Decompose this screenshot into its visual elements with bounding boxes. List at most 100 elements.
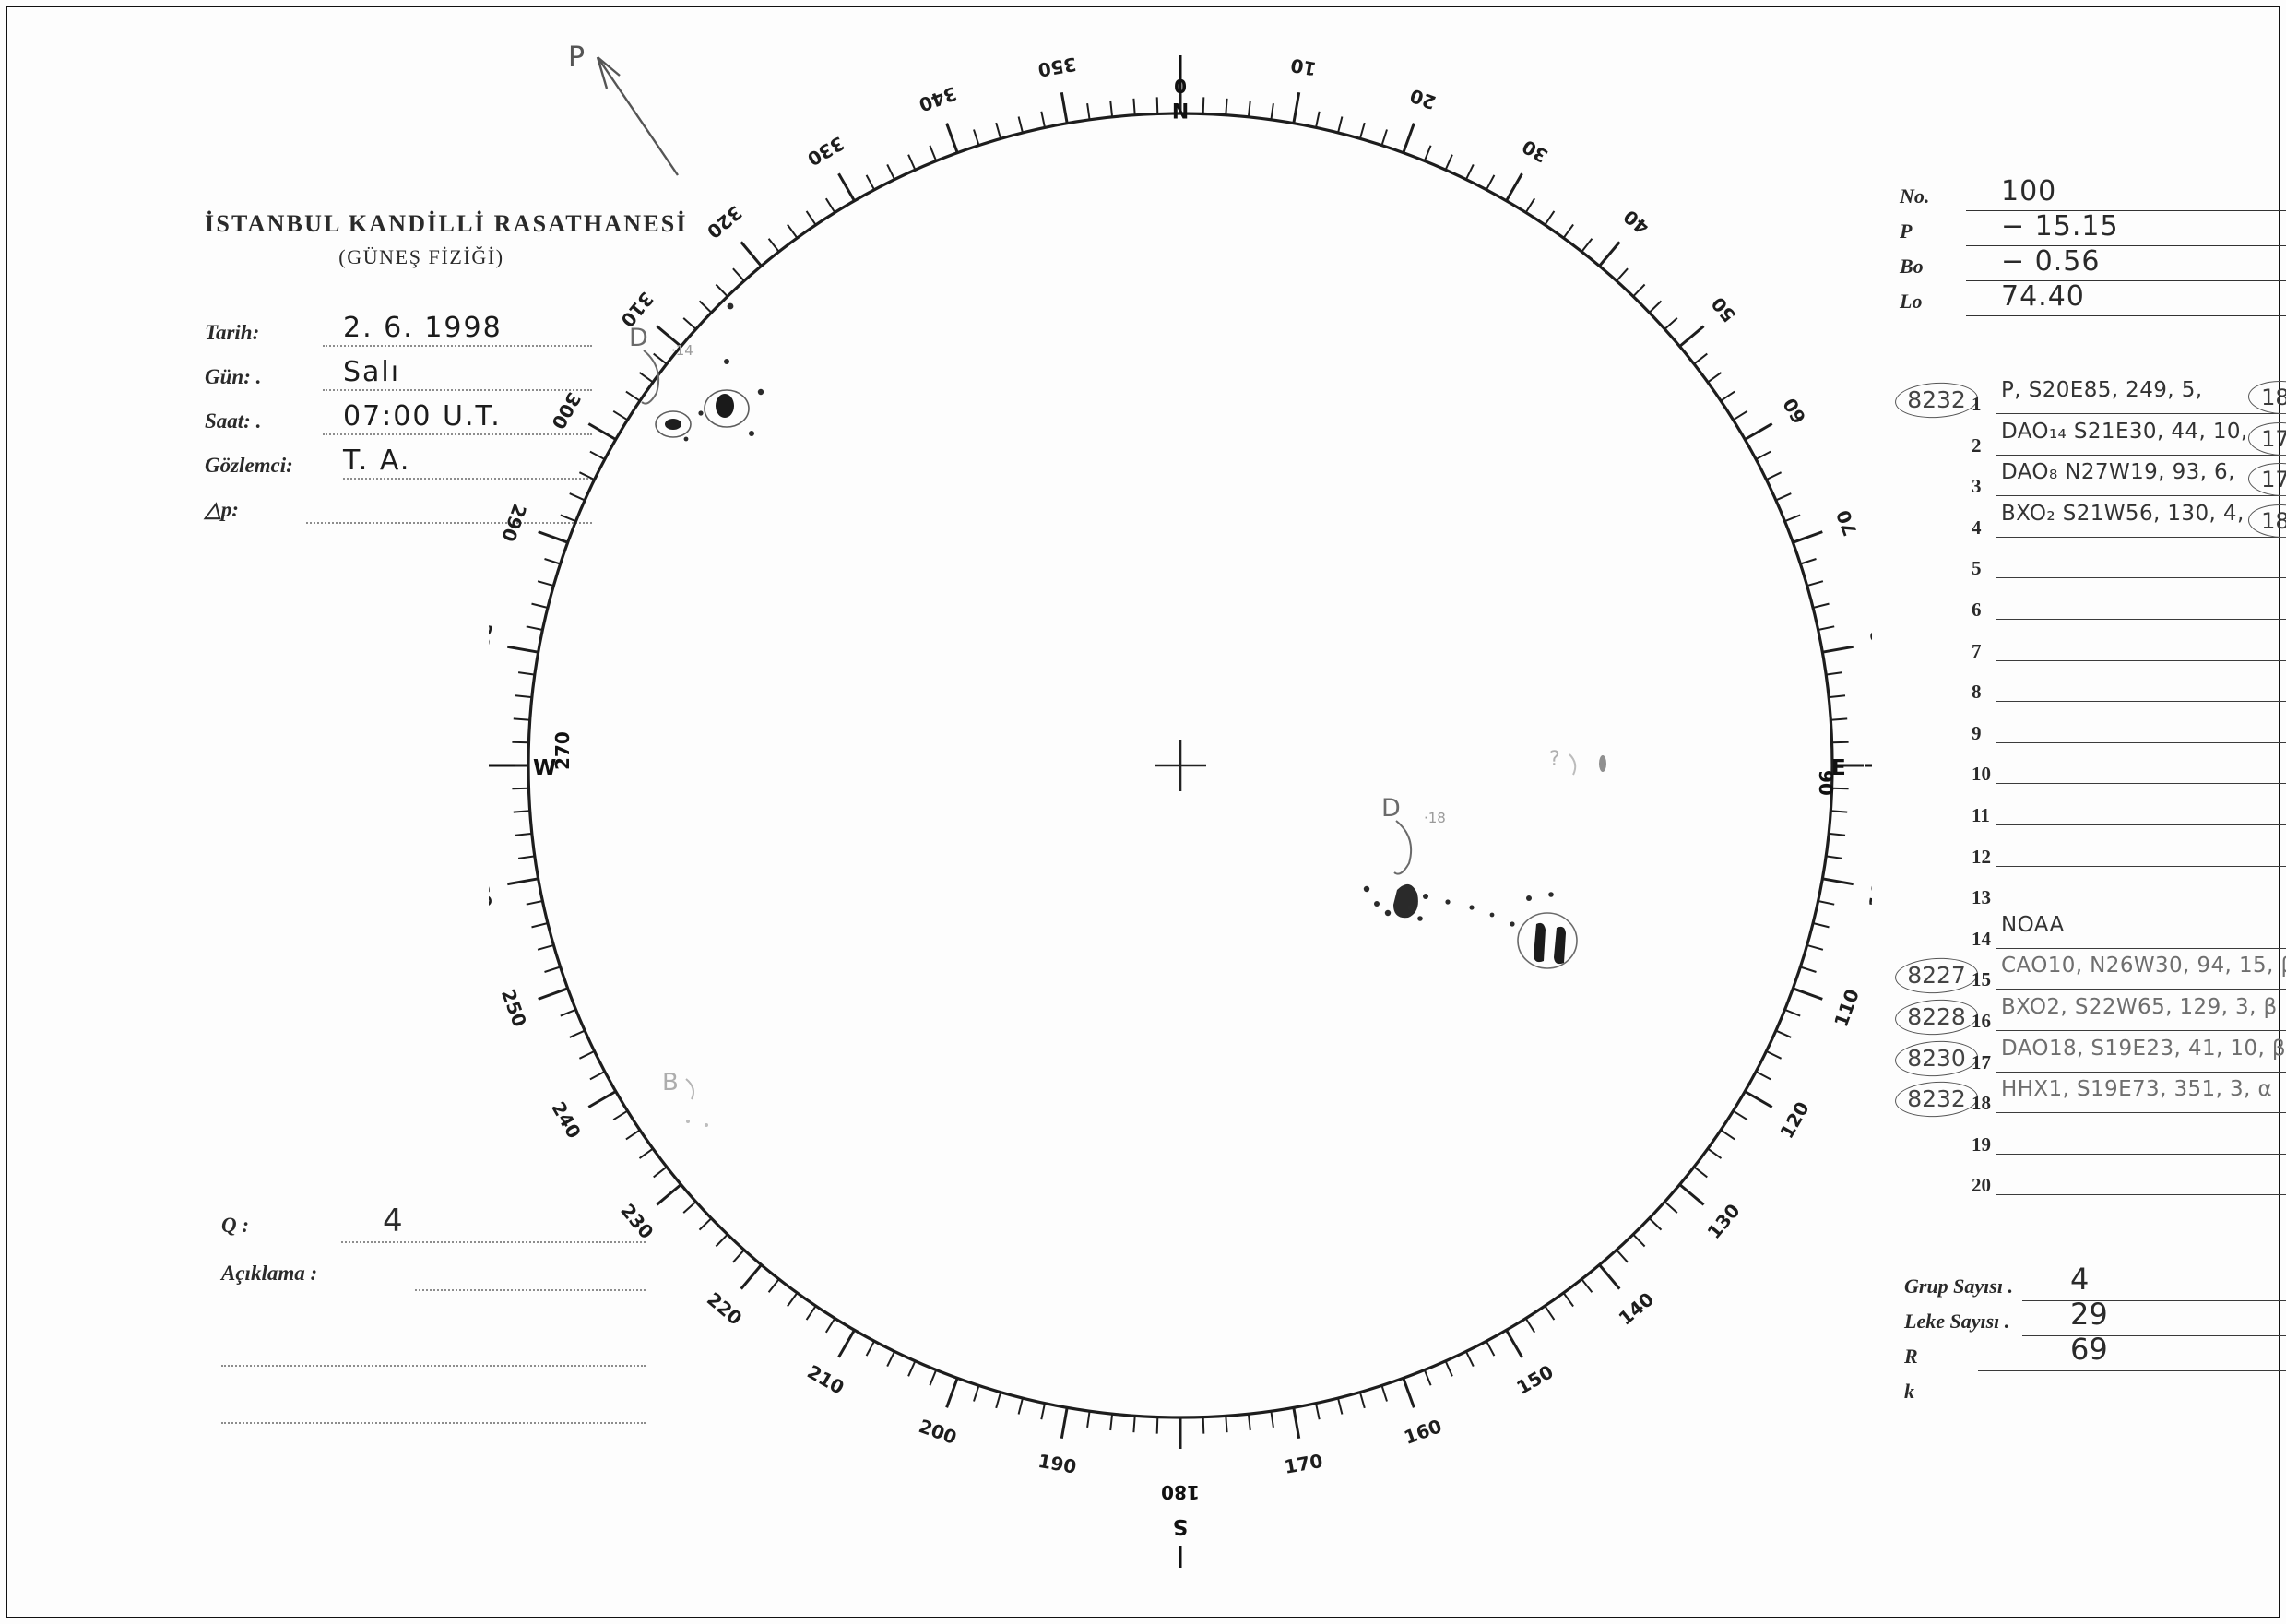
svg-text:B: B <box>662 1069 679 1096</box>
summary-leke-sayisi[interactable]: Leke Sayısı . 29 <box>1904 1297 2286 1341</box>
carrington-longitude-circled: 180 <box>2246 504 2286 539</box>
degree-label: 320 <box>703 201 746 243</box>
field-underline <box>323 433 592 435</box>
field-q[interactable]: Q : 4 <box>221 1203 646 1256</box>
field-saat[interactable]: Saat: . 07:00 U.T. <box>205 400 592 446</box>
group-row[interactable]: 4 BXO₂ S21W56, 130, 4,180 <box>1900 502 2286 545</box>
field-label: Tarih: <box>205 321 260 344</box>
header-values-block: No. 100 P − 15.15 Bo − 0.56 Lo 74.40 <box>1900 175 2286 321</box>
position-angle-arrow <box>596 56 679 176</box>
field-gozlemci[interactable]: Gözlemci: T. A. <box>205 445 592 491</box>
group-entry-text: DAO18, S19E23, 41, 10, β <box>2001 1036 2286 1061</box>
group-row[interactable]: 13 <box>1900 873 2286 915</box>
group-row[interactable]: 8228 16 BXO2, S22W65, 129, 3, β <box>1900 994 2286 1038</box>
value-row-p[interactable]: P − 15.15 <box>1900 210 2286 251</box>
group-row[interactable]: 8232 18 HHX1, S19E73, 351, 3, α <box>1900 1077 2286 1120</box>
svg-text:N: N <box>1172 98 1189 121</box>
row-index: 4 <box>1972 516 1982 539</box>
degree-label: 300 <box>547 388 586 433</box>
field-tarih[interactable]: Tarih: 2. 6. 1998 <box>205 312 592 358</box>
group-row[interactable]: 12 <box>1900 833 2286 874</box>
group-row[interactable]: 8 <box>1900 668 2286 709</box>
page-border <box>6 6 2280 1618</box>
row-index: 15 <box>1972 968 1991 991</box>
degree-label: 10 <box>1289 53 1319 79</box>
noaa-number-circled: 8232 <box>1892 1081 1981 1118</box>
group-row[interactable]: 20 <box>1900 1161 2286 1203</box>
row-label: Bo <box>1900 255 1924 278</box>
field-value: 2. 6. 1998 <box>343 312 503 344</box>
summary-value: 4 <box>2070 1262 2090 1297</box>
group-entry-text: HHX1, S19E73, 351, 3, α <box>2001 1077 2273 1102</box>
row-value: 100 <box>2001 175 2057 207</box>
summary-value: 29 <box>2070 1297 2108 1332</box>
group-row[interactable]: 10 <box>1900 750 2286 791</box>
row-underline <box>1996 1029 2286 1031</box>
row-underline <box>1996 947 2286 949</box>
field-label: Saat: . <box>205 409 262 433</box>
row-index: 17 <box>1972 1050 1991 1073</box>
value-row-lo[interactable]: Lo 74.40 <box>1900 280 2286 321</box>
field-delta-p[interactable]: △p: <box>205 491 592 535</box>
cardinal-north: N 0 <box>1172 55 1189 121</box>
value-row-no[interactable]: No. 100 <box>1900 175 2286 216</box>
row-value: − 15.15 <box>2001 210 2119 243</box>
field-underline <box>323 389 592 391</box>
noaa-number-circled: 8228 <box>1892 999 1981 1036</box>
row-underline <box>1996 536 2286 538</box>
quality-block: Q : 4 Açıklama : <box>221 1203 646 1424</box>
degree-label: 150 <box>1512 1360 1557 1399</box>
row-underline <box>1996 824 2286 825</box>
field-gun[interactable]: Gün: . Salı <box>205 356 592 402</box>
disk-svg: 10 20 30 40 50 60 70 80 100 110 120 130 140 150 160 170… <box>489 41 1872 1568</box>
svg-text:D: D <box>1381 794 1401 823</box>
group-entry-text: DAO₈ N27W19, 93, 6, <box>2001 460 2235 485</box>
cardinal-west: W 270 <box>489 731 574 780</box>
row-underline <box>1996 741 2286 743</box>
summary-grup-sayisi[interactable]: Grup Sayısı . 4 <box>1904 1262 2286 1306</box>
row-underline <box>1966 315 2286 316</box>
group-row[interactable]: 2 DAO₁₄ S21E30, 44, 10,179 <box>1900 420 2286 463</box>
summary-label: R <box>1904 1345 1918 1368</box>
row-index: 10 <box>1972 763 1991 786</box>
row-underline <box>1996 413 2286 414</box>
metadata-fields: Tarih: 2. 6. 1998 Gün: . Salı Saat: . 07… <box>205 312 592 535</box>
degree-label: 120 <box>1775 1097 1814 1142</box>
solar-disk-chart: 10 20 30 40 50 60 70 80 100 110 120 130 140 150 160 170… <box>489 37 1872 1568</box>
group-entry-text: BXO2, S22W65, 129, 3, β <box>2001 994 2278 1019</box>
svg-text:90: 90 <box>1815 770 1837 796</box>
row-underline <box>1966 245 2286 246</box>
degree-label: 70 <box>1832 507 1862 539</box>
degree-label: 110 <box>1830 986 1864 1029</box>
field-value: T. A. <box>343 445 411 477</box>
group-row[interactable]: 14 NOAA <box>1900 913 2286 956</box>
row-label: P <box>1900 219 1913 243</box>
degree-label: 230 <box>616 1200 657 1243</box>
aciklama-line-3 <box>221 1422 646 1424</box>
group-row[interactable]: 11 <box>1900 791 2286 833</box>
summary-underline <box>2022 1300 2286 1301</box>
noaa-number-circled: 8227 <box>1892 957 1981 994</box>
row-underline <box>1996 618 2286 620</box>
field-aciklama[interactable]: Açıklama : <box>221 1256 646 1304</box>
group-row[interactable]: 3 DAO₈ N27W19, 93, 6, 177 <box>1900 460 2286 504</box>
summary-r[interactable]: R 69 <box>1904 1332 2286 1376</box>
carrington-longitude-circled: 177 <box>2246 462 2286 497</box>
group-row[interactable]: 5 <box>1900 544 2286 586</box>
row-underline <box>1996 865 2286 867</box>
row-underline <box>1996 701 2286 703</box>
sunspot-group-upper-left: D ·14 <box>629 302 764 442</box>
group-row[interactable]: 8227 15 CAO10, N26W30, 94, 15, β <box>1900 954 2286 997</box>
group-row[interactable]: 6 <box>1900 586 2286 627</box>
group-row[interactable]: 8230 17 DAO18, S19E23, 41, 10, β <box>1900 1037 2286 1080</box>
field-underline <box>343 478 592 480</box>
degree-label: 170 <box>1283 1450 1324 1478</box>
summary-k[interactable]: k <box>1904 1376 2273 1411</box>
group-row[interactable]: 7 <box>1900 627 2286 669</box>
group-row[interactable]: 19 <box>1900 1120 2286 1162</box>
group-row[interactable]: 9 <box>1900 709 2286 751</box>
row-underline <box>1996 1071 2286 1073</box>
value-row-bo[interactable]: Bo − 0.56 <box>1900 245 2286 286</box>
summary-label: Leke Sayısı . <box>1904 1310 2010 1333</box>
